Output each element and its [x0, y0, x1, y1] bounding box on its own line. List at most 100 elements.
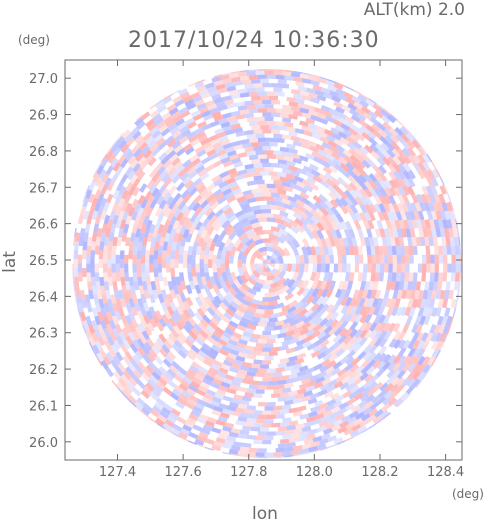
radar-gate: [264, 292, 274, 298]
radar-gate: [211, 93, 222, 101]
radar-gate: [242, 142, 252, 149]
radar-gate: [376, 395, 387, 405]
radar-gate: [183, 300, 191, 311]
radar-gate: [253, 410, 263, 415]
radar-gate: [135, 228, 142, 238]
radar-gate: [233, 144, 243, 151]
radar-gate: [262, 209, 272, 214]
radar-gate: [367, 254, 372, 264]
radar-gate: [438, 193, 446, 204]
radar-gate: [349, 154, 360, 164]
radar-gate: [90, 268, 96, 278]
radar-gate: [253, 393, 263, 398]
radar-gate: [314, 245, 321, 256]
radar-gate: [134, 202, 142, 213]
radar-gate: [383, 108, 392, 115]
radar-gate: [128, 310, 136, 321]
radar-gate: [220, 334, 230, 343]
radar-gate: [197, 350, 208, 359]
radar-gate: [420, 298, 427, 309]
radar-gate: [177, 317, 187, 327]
radar-gate: [275, 69, 285, 72]
radar-gate: [292, 212, 303, 221]
radar-gate: [396, 263, 402, 273]
radar-gate: [216, 131, 227, 139]
radar-gate: [268, 317, 278, 323]
radar-gate: [222, 160, 233, 168]
radar-gate: [297, 405, 307, 412]
radar-gate: [335, 296, 344, 307]
radar-gate: [211, 76, 222, 83]
radar-gate: [333, 237, 341, 247]
radar-gate: [369, 401, 380, 411]
radar-gate: [323, 92, 333, 100]
radar-gate: [240, 236, 250, 246]
radar-gate: [388, 228, 395, 238]
radar-gate: [415, 380, 422, 388]
radar-gate: [241, 221, 251, 229]
radar-gate: [235, 355, 246, 362]
radar-gate: [388, 263, 393, 273]
radar-gate: [193, 323, 203, 333]
radar-gate: [132, 130, 142, 140]
radar-gate: [262, 261, 267, 264]
radar-gate: [215, 101, 226, 108]
radar-gate: [305, 117, 316, 125]
radar-gate: [288, 420, 299, 426]
radar-gate: [379, 108, 390, 118]
radar-gate: [191, 259, 196, 269]
radar-gate: [344, 403, 355, 412]
radar-gate: [242, 442, 252, 448]
radar-gate: [241, 255, 247, 264]
radar-gate: [302, 315, 313, 324]
radar-gate: [244, 193, 255, 200]
radar-gate: [329, 237, 336, 247]
radar-gate: [399, 391, 409, 401]
radar-gate: [450, 298, 457, 309]
radar-gate: [353, 417, 364, 426]
radar-gate: [331, 151, 341, 160]
radar-gate: [111, 272, 117, 282]
radar-gate: [172, 95, 183, 104]
y-tick-label: 26.5: [29, 254, 58, 269]
radar-gate: [94, 328, 102, 338]
radar-gate: [149, 318, 158, 329]
radar-gate: [392, 263, 398, 273]
radar-gate: [285, 173, 296, 180]
radar-gate: [199, 188, 209, 198]
radar-gate: [228, 89, 239, 96]
radar-gate: [298, 308, 308, 317]
radar-gate: [339, 288, 347, 299]
radar-gate: [369, 180, 378, 190]
radar-gate: [206, 149, 217, 157]
radar-gate: [286, 143, 296, 150]
radar-gate: [119, 250, 125, 260]
radar-gate: [171, 361, 181, 370]
radar-gate: [307, 379, 318, 387]
radar-gate: [145, 259, 150, 269]
radar-gate: [456, 290, 460, 300]
radar-gate: [136, 310, 145, 321]
radar-gate: [164, 309, 172, 320]
radar-gate: [112, 189, 120, 200]
radar-gate: [373, 314, 382, 324]
radar-gate: [98, 169, 107, 179]
radar-gate: [374, 143, 385, 153]
radar-gate: [412, 370, 421, 381]
radar-gate: [319, 446, 329, 451]
radar-gate: [136, 250, 142, 260]
radar-gate: [100, 285, 106, 295]
radar-gate: [296, 352, 307, 360]
radar-gate: [344, 363, 354, 372]
radar-gate: [162, 241, 169, 251]
radar-gate: [195, 337, 205, 347]
radar-gate: [284, 122, 294, 128]
radar-gate: [385, 141, 395, 152]
radar-gate: [308, 445, 318, 453]
radar-gate: [199, 172, 210, 181]
radar-gate: [123, 384, 133, 395]
radar-gate: [245, 291, 255, 299]
radar-gate: [203, 284, 211, 294]
radar-gate: [129, 358, 139, 369]
radar-gate: [100, 360, 109, 370]
